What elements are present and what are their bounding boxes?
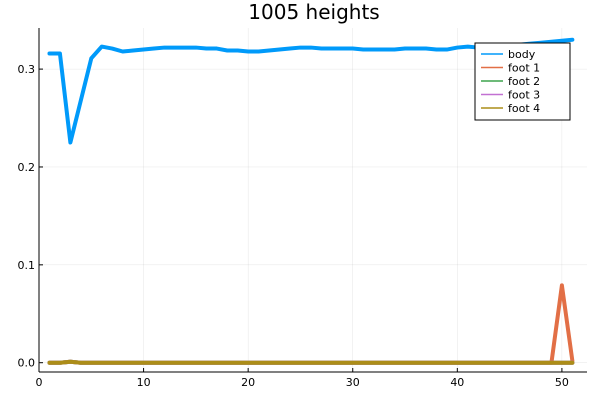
y-tick-label: 0.3 [18, 63, 36, 76]
series-line-foot-4 [47, 359, 575, 365]
y-tick-label: 0.1 [18, 259, 36, 272]
y-tick-label: 0.2 [18, 161, 36, 174]
axes [38, 28, 587, 373]
legend-label: foot 2 [508, 75, 540, 88]
x-tick-label: 50 [555, 376, 569, 389]
x-tick-label: 20 [241, 376, 255, 389]
chart-title: 1005 heights [248, 0, 379, 24]
x-tick-label: 0 [36, 376, 43, 389]
legend-label: foot 3 [508, 89, 540, 102]
x-tick-label: 30 [346, 376, 360, 389]
legend-label: body [508, 48, 536, 61]
y-tick-label: 0.0 [18, 357, 36, 370]
legend-label: foot 1 [508, 62, 540, 75]
x-tick-label: 40 [450, 376, 464, 389]
tick-labels: 0 10 20 30 40 50 0.0 0.1 0.2 0.3 [18, 63, 569, 389]
x-tick-label: 10 [137, 376, 151, 389]
legend-label: foot 4 [508, 102, 540, 115]
